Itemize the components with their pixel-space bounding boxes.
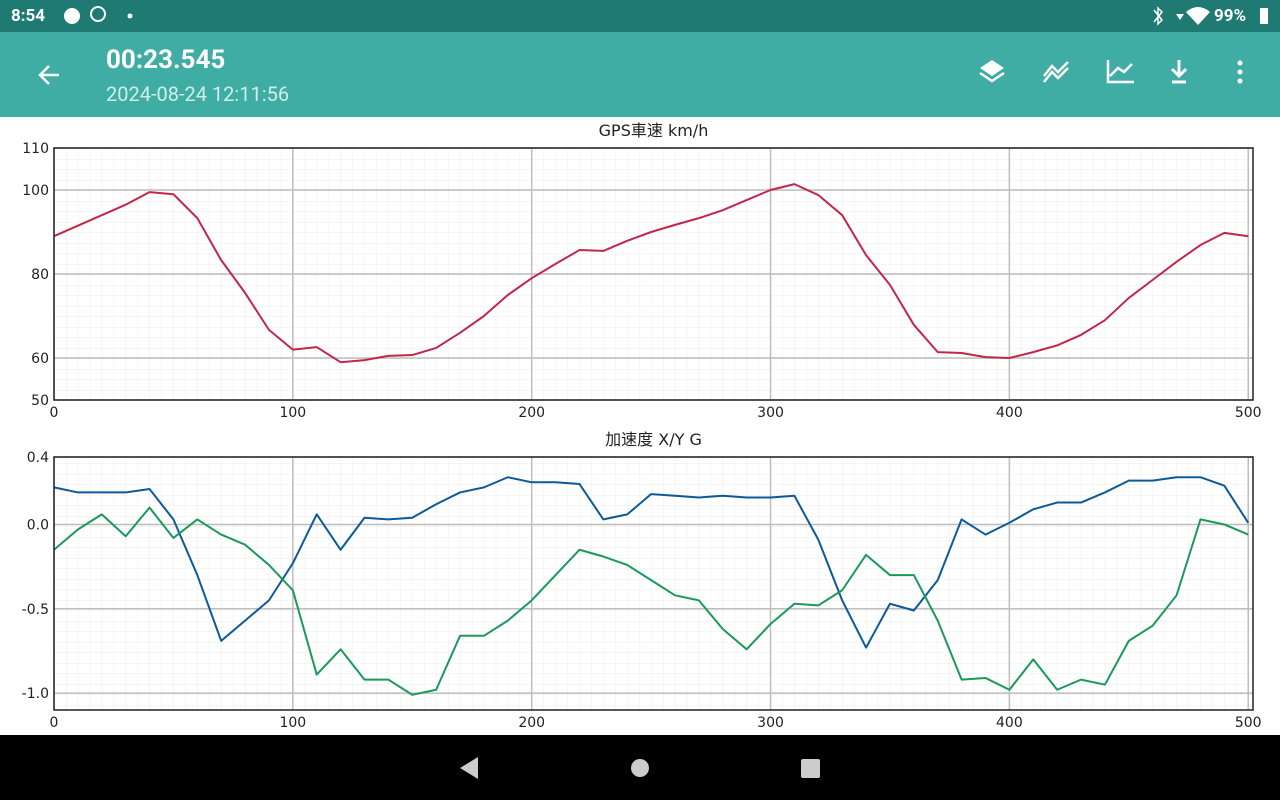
y-tick-label: 110 xyxy=(22,141,49,157)
x-tick-label: 200 xyxy=(518,715,545,731)
plot-frame xyxy=(53,456,1254,711)
y-tick-label: 60 xyxy=(31,351,49,367)
x-tick-label: 400 xyxy=(996,715,1023,731)
x-tick-label: 300 xyxy=(757,405,784,421)
system-icons xyxy=(1153,6,1210,26)
chart-title: GPS車速 km/h xyxy=(599,121,709,140)
nav-buttons xyxy=(460,757,820,779)
nav-back[interactable] xyxy=(460,757,478,779)
battery-text: 99% xyxy=(1214,6,1247,26)
minor-grid xyxy=(54,457,1253,710)
x-tick-label: 200 xyxy=(518,405,545,421)
layers-button[interactable] xyxy=(979,60,1005,83)
y-tick-label: -0.5 xyxy=(22,602,49,618)
x-tick-label: 100 xyxy=(279,405,306,421)
y-tick-label: 0.4 xyxy=(27,450,49,466)
clock: 8:54 xyxy=(11,6,46,26)
download-button[interactable] xyxy=(1170,60,1188,84)
x-tick-label: 500 xyxy=(1235,715,1262,731)
plot-frame xyxy=(53,147,1254,401)
y-tick-label: 0.0 xyxy=(27,517,49,533)
series-line xyxy=(53,476,1250,649)
lines-button[interactable] xyxy=(1043,61,1069,83)
status-bar: 8:54 99% xyxy=(0,0,1280,32)
charts: GPS車速 km/h 50 60 80 100 110 0 100 200 300 400 500 加速… xyxy=(22,121,1262,731)
back-button[interactable] xyxy=(35,60,65,90)
status-icons xyxy=(64,6,133,24)
x-tick-label: 0 xyxy=(50,715,59,731)
x-tick-label: 300 xyxy=(757,715,784,731)
navigation-bar xyxy=(0,735,1280,800)
battery-icon xyxy=(1260,8,1268,24)
toolbar xyxy=(979,60,1243,84)
app-bar: 00:23.545 2024-08-24 12:11:56 xyxy=(0,32,1280,117)
subtitle: 2024-08-24 12:11:56 xyxy=(106,82,290,106)
y-tick-label: 100 xyxy=(22,183,49,199)
y-tick-label: 80 xyxy=(31,267,49,283)
y-tick-label: 50 xyxy=(31,393,49,409)
series-line xyxy=(53,506,1249,696)
x-tick-label: 400 xyxy=(996,405,1023,421)
x-tick-label: 0 xyxy=(50,405,59,421)
nav-recents[interactable] xyxy=(801,759,820,778)
x-tick-label: 500 xyxy=(1235,405,1262,421)
chart-title: 加速度 X/Y G xyxy=(605,430,702,449)
time-button[interactable] xyxy=(1106,60,1134,84)
nav-home[interactable] xyxy=(631,759,649,777)
y-tick-label: -1.0 xyxy=(22,686,49,702)
title: 00:23.545 xyxy=(106,45,226,75)
series-line xyxy=(53,183,1249,364)
menu-button[interactable] xyxy=(1237,60,1243,84)
x-tick-label: 100 xyxy=(279,715,306,731)
